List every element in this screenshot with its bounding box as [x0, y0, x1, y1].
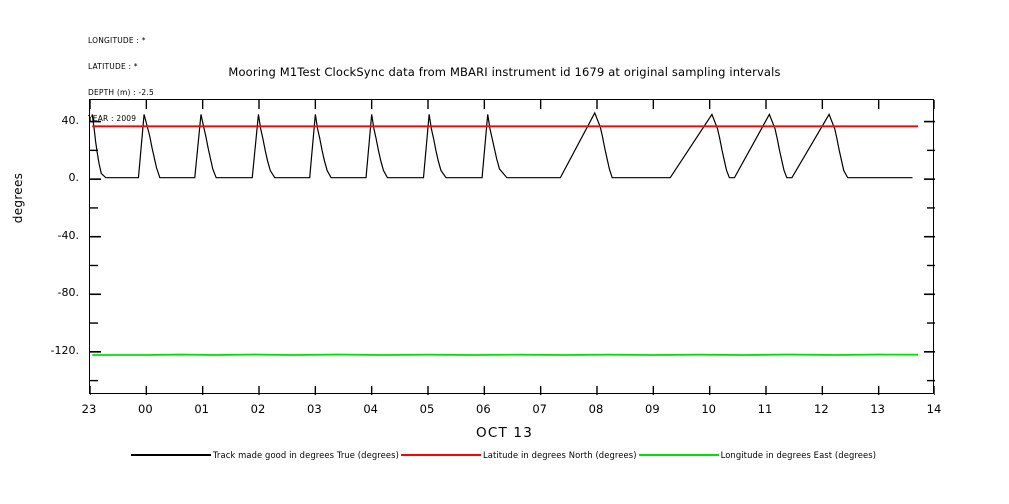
chart-legend: Track made good in degrees True (degrees…: [0, 450, 1009, 460]
x-tick-label: 10: [701, 402, 716, 416]
metadata-latitude: LATITUDE : *: [88, 61, 138, 71]
x-tick-label: 09: [645, 402, 660, 416]
metadata-depth: DEPTH (m) : -2.5: [88, 87, 154, 97]
metadata-year: YEAR : 2009: [88, 113, 137, 123]
plot-canvas: [90, 100, 935, 395]
x-tick-label: 04: [363, 402, 378, 416]
x-tick-label: 23: [81, 402, 97, 416]
series-line: [91, 111, 913, 179]
x-tick-label: 03: [307, 402, 322, 416]
legend-swatch: [130, 454, 211, 456]
legend-swatch: [400, 454, 481, 456]
legend-swatch: [638, 454, 719, 456]
legend-item[interactable]: Track made good in degrees True (degrees…: [130, 450, 401, 460]
y-tick-label: -40.: [57, 228, 79, 242]
y-tick-label: -80.: [57, 286, 79, 300]
x-tick-label: 08: [588, 402, 604, 416]
x-tick-label: 07: [532, 402, 547, 416]
x-tick-label: 00: [138, 402, 153, 416]
x-tick-label: 01: [194, 402, 209, 416]
plot-area: [89, 99, 935, 395]
metadata-block: LONGITUDE : * LATITUDE : * DEPTH (m) : -…: [88, 20, 154, 140]
legend-label: Latitude in degrees North (degrees): [482, 450, 637, 460]
x-tick-label: 11: [757, 402, 773, 416]
chart-title: Mooring M1Test ClockSync data from MBARI…: [228, 65, 781, 79]
x-tick-label: 06: [476, 402, 491, 416]
y-tick-label: -120.: [50, 343, 79, 357]
y-tick-label: 40.: [61, 113, 80, 127]
metadata-longitude: LONGITUDE : *: [88, 36, 146, 46]
x-tick-label: 05: [419, 402, 435, 416]
x-tick-label: 14: [926, 402, 942, 416]
legend-label: Track made good in degrees True (degrees…: [212, 450, 399, 460]
x-tick-label: 13: [870, 402, 885, 416]
legend-label: Longitude in degrees East (degrees): [720, 450, 877, 460]
legend-item[interactable]: Latitude in degrees North (degrees): [400, 450, 639, 460]
y-tick-label: 0.: [68, 171, 80, 185]
legend-item[interactable]: Longitude in degrees East (degrees): [638, 450, 878, 460]
x-tick-label: 12: [814, 402, 829, 416]
x-axis-label: OCT 13: [476, 425, 533, 441]
x-tick-label: 02: [250, 402, 266, 416]
